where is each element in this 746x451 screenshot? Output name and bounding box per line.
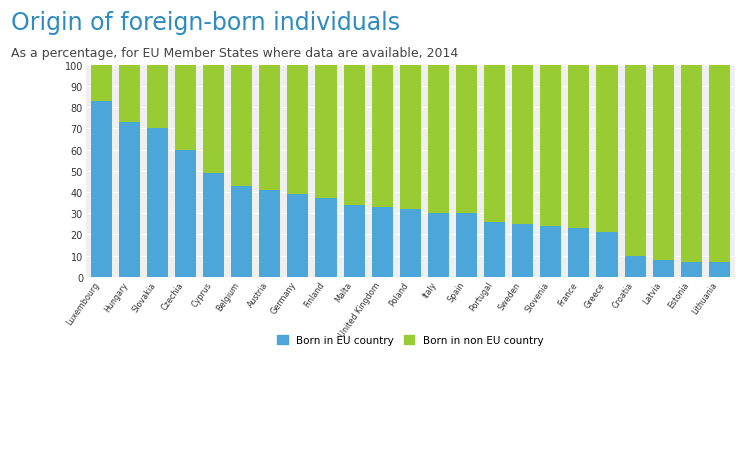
Bar <box>428 65 449 214</box>
Bar <box>709 65 730 262</box>
Bar <box>456 65 477 214</box>
Bar <box>624 256 645 277</box>
Bar <box>513 224 533 277</box>
Bar <box>568 229 589 277</box>
Bar <box>231 65 252 186</box>
Bar <box>540 65 561 226</box>
Bar <box>372 207 392 277</box>
Bar <box>147 129 168 277</box>
Bar <box>680 65 702 262</box>
Bar <box>400 210 421 277</box>
Bar <box>653 260 674 277</box>
Bar <box>709 262 730 277</box>
Bar <box>203 174 224 277</box>
Bar <box>316 199 336 277</box>
Bar <box>287 195 308 277</box>
Bar <box>287 65 308 195</box>
Text: Source: Eurostat lfso_14pcobp, downloaded 8 April 2019: Source: Eurostat lfso_14pcobp, downloade… <box>153 416 421 425</box>
Bar <box>175 150 196 277</box>
Bar <box>91 101 112 277</box>
Bar <box>372 65 392 207</box>
Bar <box>231 186 252 277</box>
Bar <box>513 65 533 224</box>
Bar <box>484 65 505 222</box>
Bar <box>119 65 140 123</box>
Bar <box>540 226 561 277</box>
Bar <box>428 214 449 277</box>
Bar <box>91 65 112 101</box>
Bar <box>456 214 477 277</box>
Bar <box>175 65 196 150</box>
Bar <box>147 65 168 129</box>
Text: Eurofound: Eurofound <box>43 415 95 425</box>
Bar <box>400 65 421 210</box>
Text: Notes: People aged 15–64 years. No data for Bulgaria, Denmark, Ireland, the Neth: Notes: People aged 15–64 years. No data … <box>153 383 648 392</box>
Bar <box>568 65 589 229</box>
Bar <box>597 65 618 233</box>
Text: Origin of foreign-born individuals: Origin of foreign-born individuals <box>11 11 401 35</box>
Bar <box>119 123 140 277</box>
Bar <box>344 205 365 277</box>
Bar <box>484 222 505 277</box>
Bar <box>680 262 702 277</box>
Text: As a percentage, for EU Member States where data are available, 2014: As a percentage, for EU Member States wh… <box>11 47 459 60</box>
Bar <box>316 65 336 199</box>
Bar <box>344 65 365 205</box>
Legend: Born in EU country, Born in non EU country: Born in EU country, Born in non EU count… <box>278 336 543 345</box>
Bar <box>260 65 280 190</box>
Bar <box>597 233 618 277</box>
Bar <box>653 65 674 260</box>
Bar <box>203 65 224 174</box>
Bar <box>624 65 645 256</box>
Bar <box>260 190 280 277</box>
